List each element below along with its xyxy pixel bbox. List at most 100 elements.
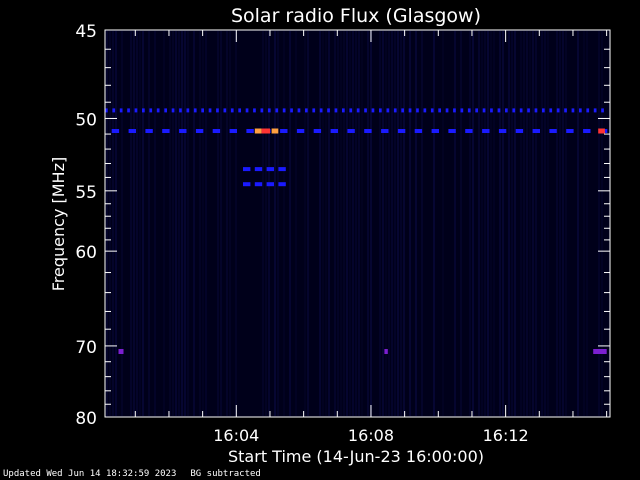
- spectrum-column: [109, 31, 111, 416]
- spectrum-column: [511, 31, 513, 416]
- spectrum-column: [586, 31, 588, 416]
- emission-burst: [118, 349, 124, 354]
- emission-mark: [593, 108, 597, 113]
- spectrum-column: [283, 31, 285, 416]
- emission-mark: [364, 108, 367, 113]
- emission-mark: [280, 129, 288, 133]
- emission-mark: [278, 167, 286, 172]
- emission-mark: [431, 129, 439, 133]
- spectrum-column: [601, 31, 603, 416]
- spectrum-column: [382, 31, 384, 416]
- emission-mark: [534, 108, 538, 113]
- spectrum-column: [319, 31, 321, 416]
- spectrum-column: [220, 31, 222, 416]
- emission-mark: [512, 108, 516, 113]
- emission-mark: [342, 108, 345, 113]
- emission-mark: [254, 167, 263, 172]
- emission-mark: [313, 129, 322, 133]
- emission-mark: [149, 108, 153, 113]
- emission-burst: [271, 128, 279, 134]
- spectrum-column: [577, 31, 579, 416]
- emission-mark: [145, 129, 153, 133]
- emission-mark: [542, 108, 545, 113]
- emission-mark: [195, 129, 204, 133]
- emission-mark: [254, 182, 263, 187]
- emission-mark: [223, 108, 227, 113]
- spectrum-column: [106, 31, 108, 416]
- spectrum-column: [337, 31, 339, 416]
- spectrum-column: [520, 31, 522, 416]
- spectrum-column: [205, 31, 207, 416]
- plot-frame: [104, 29, 611, 418]
- spectrum-column: [361, 31, 363, 416]
- spectrum-column: [148, 31, 150, 416]
- emission-mark: [579, 108, 582, 113]
- emission-mark: [527, 108, 530, 113]
- spectrum-column: [112, 31, 114, 416]
- y-tick-label: 80: [75, 409, 97, 429]
- emission-mark: [482, 129, 490, 133]
- emission-mark: [119, 108, 123, 113]
- spectrum-column: [484, 31, 486, 416]
- emission-mark: [505, 108, 508, 113]
- emission-mark: [290, 108, 293, 113]
- emission-mark: [381, 129, 389, 133]
- y-tick-label: 55: [75, 183, 97, 203]
- spectrum-column: [559, 31, 561, 416]
- emission-mark: [334, 108, 338, 113]
- spectrum-column: [367, 31, 369, 416]
- spectrum-column: [175, 31, 177, 416]
- spectrum-column: [229, 31, 231, 416]
- emission-mark: [278, 182, 286, 187]
- spectrum-column: [478, 31, 480, 416]
- y-tick-label: 60: [75, 243, 97, 263]
- spectrum-column: [472, 31, 474, 416]
- spectrogram-features: [105, 108, 608, 354]
- emission-mark: [498, 129, 507, 133]
- spectrum-column: [421, 31, 423, 416]
- spectrum-column: [385, 31, 387, 416]
- emission-mark: [243, 167, 251, 172]
- spectrum-column: [139, 31, 141, 416]
- emission-mark: [216, 108, 219, 113]
- emission-burst: [593, 349, 607, 354]
- spectrum-column: [169, 31, 171, 416]
- emission-mark: [266, 182, 274, 187]
- emission-mark: [297, 108, 301, 113]
- emission-mark: [179, 108, 182, 113]
- spectrum-column: [502, 31, 504, 416]
- spectrum-column: [394, 31, 396, 416]
- spectrum-column: [487, 31, 489, 416]
- emission-mark: [127, 108, 130, 113]
- background-note: BG subtracted: [190, 469, 261, 479]
- emission-mark: [430, 108, 434, 113]
- spectrum-column: [514, 31, 516, 416]
- spectrum-column: [304, 31, 306, 416]
- emission-mark: [312, 108, 316, 113]
- emission-mark: [423, 108, 427, 113]
- spectrum-column: [349, 31, 351, 416]
- spectrum-column: [307, 31, 309, 416]
- spectrum-column: [121, 31, 123, 416]
- emission-mark: [482, 108, 486, 113]
- spectrum-column: [415, 31, 417, 416]
- spectrum-column: [454, 31, 456, 416]
- spectrum-column: [136, 31, 138, 416]
- spectrum-column: [334, 31, 336, 416]
- emission-mark: [105, 108, 108, 113]
- emission-mark: [275, 108, 279, 113]
- spectrum-column: [130, 31, 132, 416]
- emission-mark: [229, 129, 237, 133]
- emission-mark: [397, 129, 406, 133]
- emission-mark: [460, 108, 464, 113]
- spectrum-column: [133, 31, 135, 416]
- spectrum-column: [544, 31, 546, 416]
- spectrum-column: [526, 31, 528, 416]
- emission-mark: [515, 129, 524, 133]
- emission-mark: [379, 108, 382, 113]
- spectrum-column: [268, 31, 270, 416]
- emission-mark: [393, 108, 397, 113]
- emission-mark: [497, 108, 501, 113]
- spectrum-column: [460, 31, 462, 416]
